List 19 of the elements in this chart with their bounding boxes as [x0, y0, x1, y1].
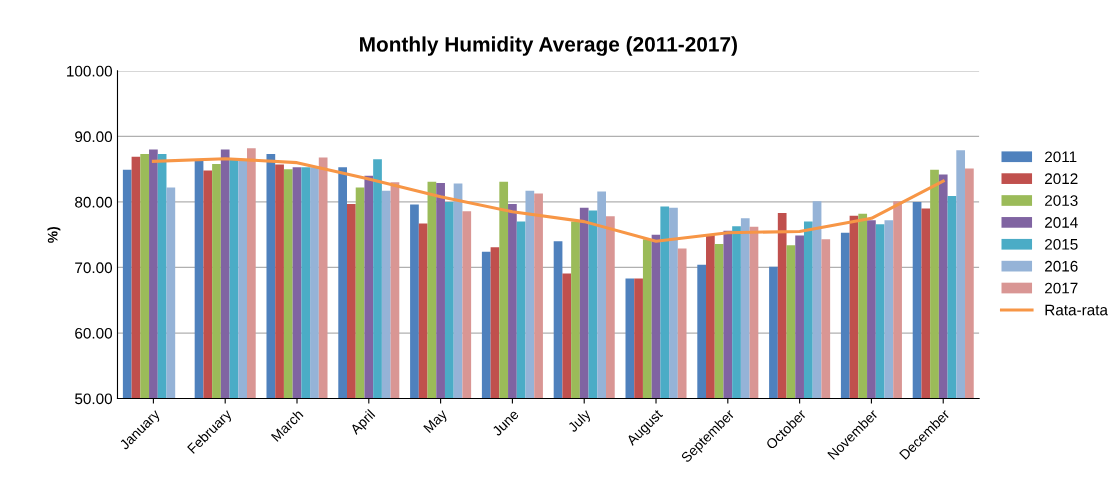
y-tick-label: 100.00 — [67, 65, 113, 77]
x-tick-label: July — [566, 408, 594, 435]
legend-label: 2012 — [1045, 173, 1078, 185]
legend-label: 2016 — [1045, 260, 1078, 272]
y-tick-label: 50.00 — [75, 393, 113, 405]
legend-label: 2015 — [1045, 238, 1078, 250]
y-tick-label: 60.00 — [75, 327, 113, 339]
chart-title: Monthly Humidity Average (2011-2017) — [360, 36, 737, 56]
legend-label: 2011 — [1045, 151, 1077, 163]
y-tick-label: 80.00 — [75, 196, 113, 208]
legend-label: 2014 — [1045, 217, 1078, 228]
y-tick-label: 70.00 — [75, 262, 113, 274]
legend-label: 2017 — [1045, 282, 1078, 294]
line-series — [151, 157, 945, 243]
y-tick-label: 90.00 — [75, 131, 113, 143]
y-axis-title: %) — [47, 226, 61, 243]
legend-label: 2013 — [1045, 195, 1078, 206]
x-tick-label: May — [423, 408, 450, 436]
legend-label: Rata-rata — [1045, 304, 1108, 316]
